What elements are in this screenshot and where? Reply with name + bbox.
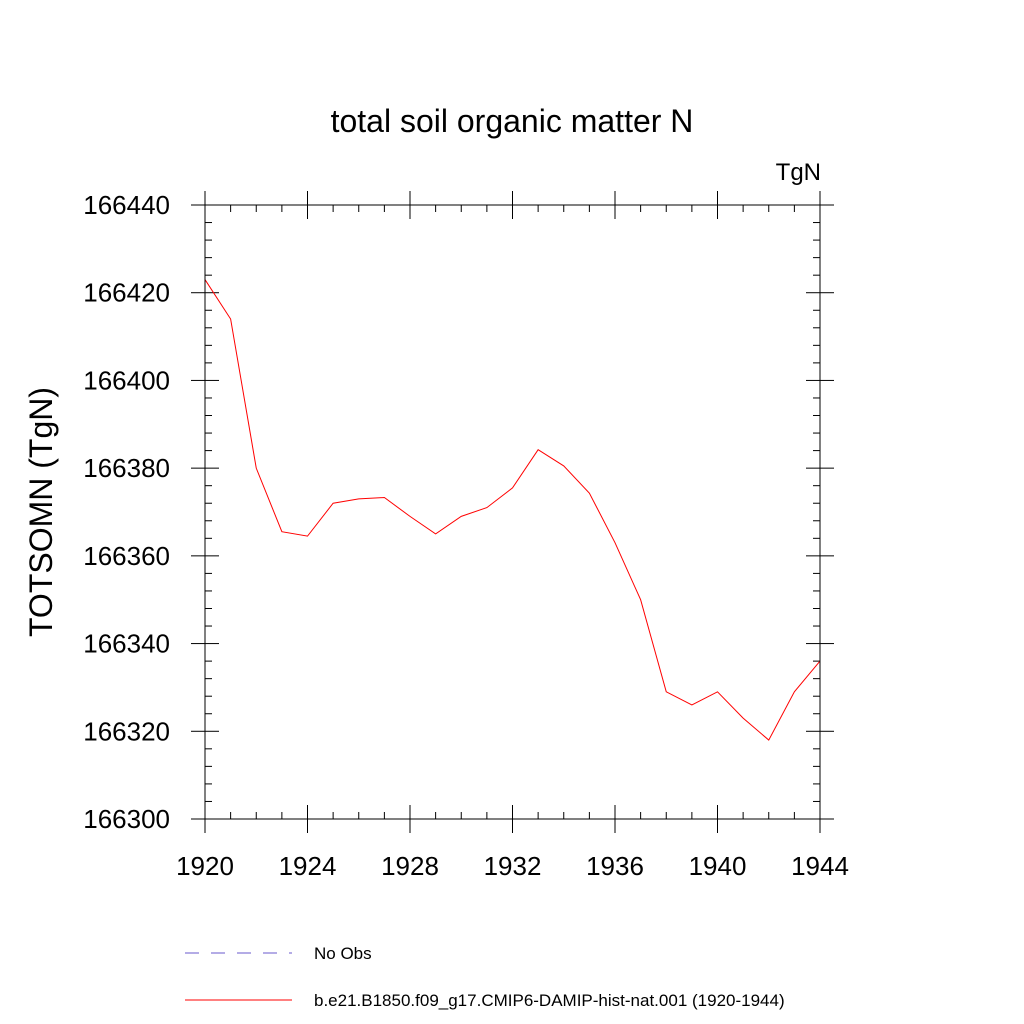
series-line-1 <box>204 279 821 741</box>
legend: No Obs b.e21.B1850.f09_g17.CMIP6-DAMIP-hi… <box>185 944 785 1010</box>
x-tick-label: 1936 <box>586 851 644 881</box>
x-tick-label: 1944 <box>791 851 849 881</box>
y-tick-label: 166360 <box>83 541 170 571</box>
y-tick-label: 166380 <box>83 453 170 483</box>
y-tick-label: 166400 <box>83 365 170 395</box>
axis-tick-labels: 1920 1924 1928 1932 1936 1940 1944 166300 166320… <box>83 190 849 881</box>
legend-label: No Obs <box>314 944 372 963</box>
x-tick-label: 1920 <box>176 851 234 881</box>
plot-series <box>204 279 821 741</box>
y-tick-label: 166320 <box>83 716 170 746</box>
chart-title: total soil organic matter N <box>331 103 694 139</box>
x-tick-label: 1940 <box>689 851 747 881</box>
axis-ticks <box>191 191 834 833</box>
y-axis-label: TOTSOMN (TgN) <box>23 387 59 637</box>
units-label: TgN <box>776 159 821 186</box>
legend-label: b.e21.B1850.f09_g17.CMIP6-DAMIP-hist-nat… <box>314 991 785 1010</box>
y-tick-label: 166440 <box>83 190 170 220</box>
x-tick-label: 1932 <box>484 851 542 881</box>
y-tick-label: 166340 <box>83 629 170 659</box>
x-tick-label: 1928 <box>381 851 439 881</box>
x-tick-label: 1924 <box>279 851 337 881</box>
y-tick-label: 166300 <box>83 804 170 834</box>
y-tick-label: 166420 <box>83 278 170 308</box>
plot-frame <box>204 204 821 820</box>
